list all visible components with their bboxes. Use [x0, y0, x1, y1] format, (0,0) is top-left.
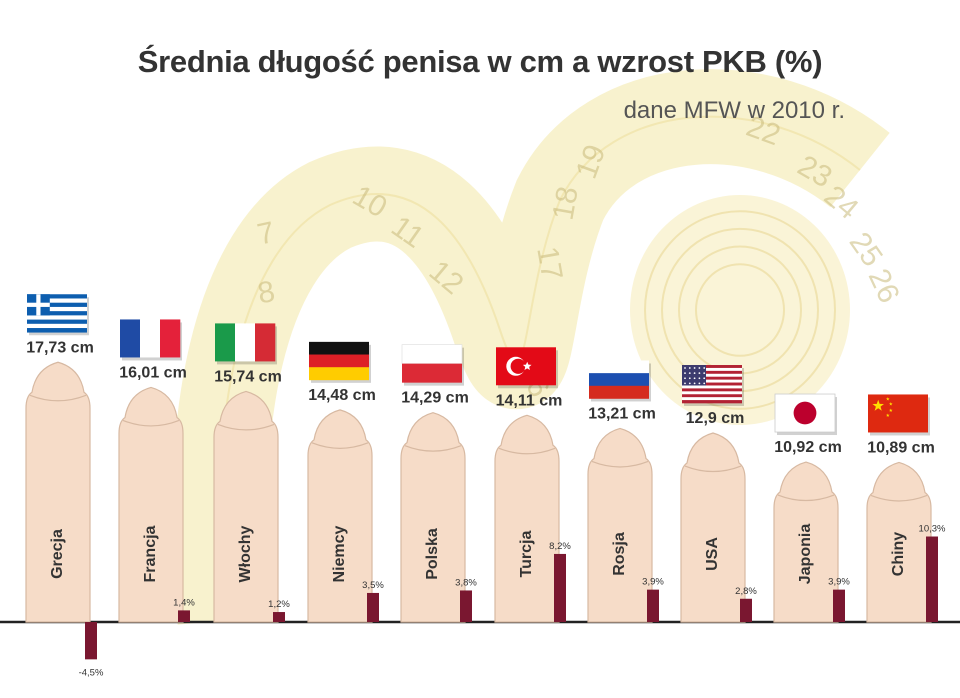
category-label: Włochy [237, 525, 254, 582]
gdp-bar [554, 553, 566, 622]
chart-marks: Grecja 17,73 cm -4,5% Francja 16,01 cm 1,4% Wł… [0, 294, 960, 678]
turkey-flag-icon [496, 347, 558, 389]
length-value-label: 13,21 cm [588, 405, 656, 422]
length-shape-rim [777, 494, 835, 502]
length-value-label: 14,29 cm [401, 390, 469, 407]
length-value-label: 14,11 cm [496, 392, 563, 409]
tape-number: 7 [254, 216, 277, 252]
length-value-label: 15,74 cm [214, 368, 282, 385]
gdp-bar [367, 592, 379, 622]
length-shape [213, 390, 279, 623]
length-value-label: 14,48 cm [308, 387, 376, 404]
usa-flag-icon [682, 365, 744, 407]
chart-subtitle: dane MFW w 2010 r. [623, 97, 845, 124]
length-shape-rim [122, 419, 180, 427]
gdp-value-label: 2,8% [735, 586, 757, 597]
tape-number: 17 [530, 244, 568, 283]
gdp-bar [85, 622, 97, 660]
tape-roll-ring [695, 263, 785, 357]
length-value-label: 10,89 cm [867, 439, 935, 456]
length-shape [118, 386, 184, 623]
length-shape [587, 427, 653, 623]
category-label: Turcja [518, 530, 535, 577]
gdp-bar [926, 536, 938, 622]
category-label: Polska [424, 528, 441, 580]
italy-flag-icon [215, 323, 277, 365]
tape-roll-ring [644, 210, 836, 410]
length-value-label: 16,01 cm [119, 364, 187, 381]
poland-flag-icon [401, 344, 464, 386]
length-shape-rim [591, 460, 649, 468]
category-label: Rosja [611, 532, 628, 576]
china-flag-icon [868, 394, 930, 436]
length-shape [25, 361, 91, 623]
length-shape-rim [29, 394, 87, 402]
gdp-value-label: 3,9% [642, 577, 664, 588]
category-label: Niemcy [331, 525, 348, 582]
gdp-bar [460, 590, 472, 622]
length-shape-rim [870, 494, 928, 502]
gdp-value-label: 3,9% [828, 577, 850, 588]
category-label: Grecja [49, 529, 66, 579]
japan-flag-icon [774, 393, 837, 436]
length-value-label: 10,92 cm [774, 439, 842, 456]
length-shape [773, 461, 839, 623]
gdp-bar [833, 589, 845, 622]
gdp-value-label: 1,4% [173, 597, 195, 608]
greece-flag-icon [27, 294, 89, 336]
length-shape [307, 409, 373, 623]
gdp-value-label: 3,5% [362, 580, 384, 591]
tape-number: 26 [862, 264, 906, 308]
category-label: USA [704, 537, 721, 571]
chart-title: Średnia długość penisa w cm a wzrost PKB… [137, 44, 823, 79]
length-shape-rim [684, 465, 742, 473]
length-shape [866, 461, 932, 623]
gdp-bar [273, 612, 285, 622]
category-label: Francja [142, 525, 159, 582]
category-label: Chiny [890, 532, 907, 577]
gdp-value-label: 3,8% [455, 577, 477, 588]
length-shape-rim [311, 442, 369, 449]
tape-number: 18 [546, 184, 584, 223]
tape-number: 8 [255, 275, 277, 310]
tape-number: 25 [843, 226, 889, 272]
tape-edge [218, 115, 861, 621]
gdp-bar [740, 598, 752, 622]
length-shape [494, 414, 560, 623]
germany-flag-icon [309, 341, 371, 383]
length-shape [400, 412, 466, 623]
gdp-value-label: 1,2% [268, 599, 290, 610]
russia-flag-icon [589, 360, 651, 402]
category-label: Japonia [797, 524, 814, 585]
length-shape-rim [498, 447, 556, 455]
length-shape-rim [404, 445, 462, 452]
length-value-label: 17,73 cm [26, 339, 94, 356]
gdp-value-label: 10,3% [919, 524, 946, 535]
length-shape [680, 432, 746, 623]
length-shape-rim [217, 423, 275, 431]
gdp-value-label: 8,2% [549, 541, 571, 552]
gdp-value-label: -4,5% [79, 667, 104, 678]
gdp-bar [647, 589, 659, 622]
length-value-label: 12,9 cm [686, 410, 745, 427]
france-flag-icon [120, 319, 182, 361]
gdp-bar [178, 610, 190, 622]
